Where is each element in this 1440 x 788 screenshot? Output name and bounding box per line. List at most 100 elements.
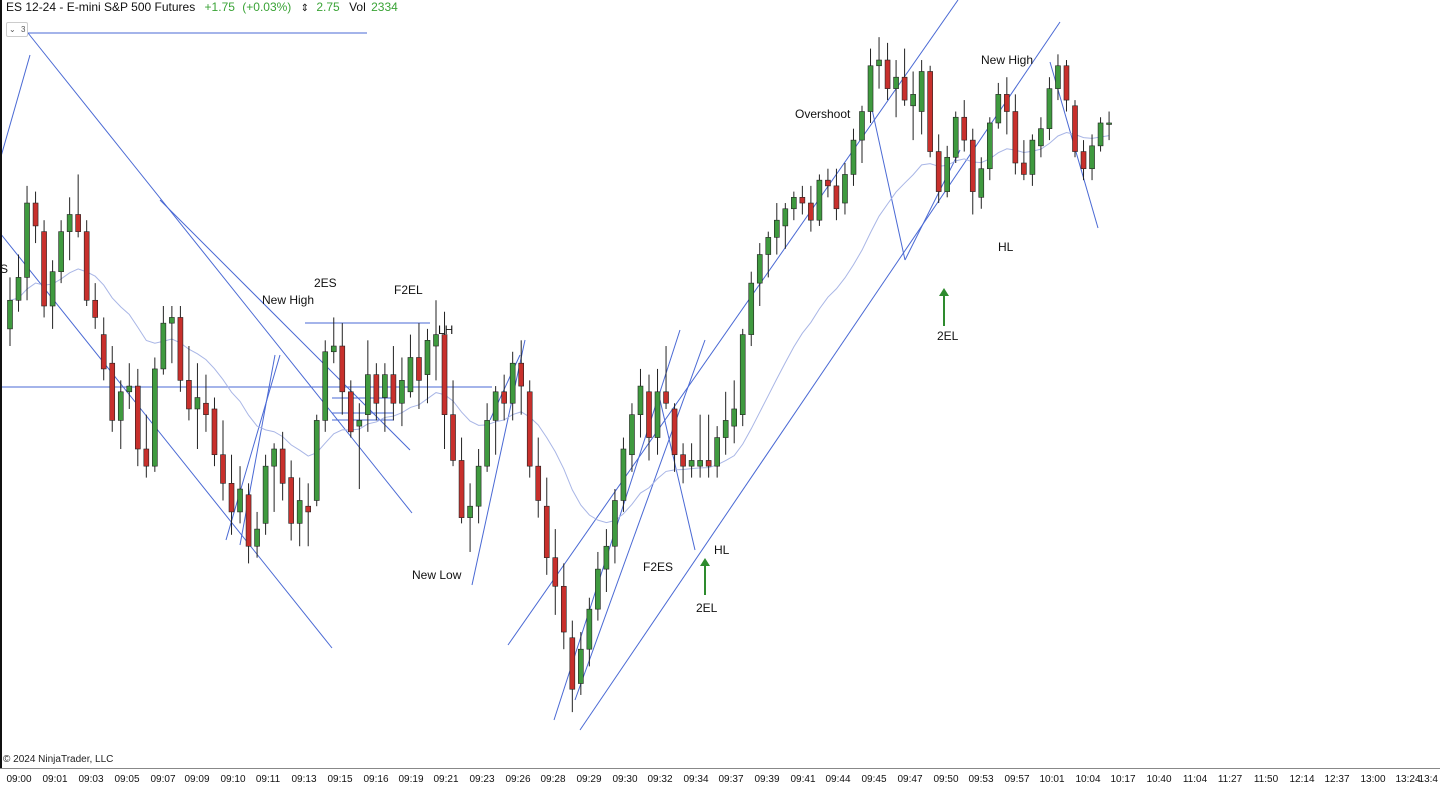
candle — [552, 529, 559, 615]
time-tick-label: 09:26 — [505, 774, 531, 785]
trendline[interactable] — [869, 99, 906, 261]
candle — [347, 380, 354, 438]
candle — [186, 346, 192, 421]
candle — [952, 111, 959, 163]
candle — [884, 42, 891, 101]
candle — [262, 454, 269, 535]
range-value: 2.75 — [316, 0, 340, 14]
annotation-f2el: F2EL — [394, 283, 423, 297]
candle — [92, 283, 98, 329]
candle — [944, 145, 951, 198]
chevron-down-icon: ⌄ — [9, 25, 16, 34]
candle — [109, 346, 116, 432]
candle — [731, 380, 738, 444]
volume-label: Vol — [349, 0, 366, 14]
candle — [296, 477, 303, 547]
candle — [688, 443, 695, 478]
candle — [399, 357, 405, 427]
trendline[interactable] — [507, 0, 959, 646]
candles — [7, 37, 1112, 713]
annotation-hl-1: HL — [714, 543, 730, 557]
trendline[interactable] — [471, 339, 526, 586]
trendline[interactable] — [0, 54, 31, 161]
candle — [808, 185, 814, 232]
candle — [739, 328, 746, 427]
time-tick-label: 09:57 — [1004, 774, 1030, 785]
candle — [859, 105, 865, 163]
candle — [1106, 111, 1112, 141]
candle — [620, 437, 627, 512]
trendline[interactable] — [659, 399, 696, 551]
time-tick-label: 09:41 — [790, 774, 816, 785]
time-tick-label: 09:16 — [363, 774, 389, 785]
candle — [416, 323, 422, 409]
candle — [680, 443, 686, 484]
annotation-overshoot: Overshoot — [795, 107, 851, 121]
trendline[interactable] — [574, 339, 706, 701]
candle — [910, 71, 916, 141]
time-tick-label: 09:07 — [150, 774, 176, 785]
candle — [969, 128, 976, 215]
copyright-text: © 2024 NinjaTrader, LLC — [3, 754, 114, 765]
time-tick-label: 10:17 — [1110, 774, 1136, 785]
time-tick-label: 12:14 — [1289, 774, 1315, 785]
trendline[interactable] — [225, 354, 281, 541]
candle — [237, 466, 243, 524]
candle — [467, 483, 473, 552]
trendline[interactable] — [579, 21, 1061, 731]
candle — [918, 60, 925, 135]
candle — [49, 260, 56, 329]
candle — [705, 414, 712, 478]
candle — [330, 317, 337, 364]
candle — [935, 134, 942, 204]
candle — [322, 340, 329, 432]
candle — [407, 334, 414, 398]
price-change-pct: (+0.03%) — [242, 0, 292, 14]
time-tick-label: 11:27 — [1217, 774, 1243, 785]
time-tick-label: 09:47 — [897, 774, 923, 785]
candle — [458, 437, 465, 524]
candle — [117, 380, 124, 449]
candle — [586, 597, 593, 667]
annotation-new-low: New Low — [412, 568, 462, 582]
candle — [578, 632, 584, 695]
candle — [66, 197, 73, 261]
candle — [279, 431, 286, 501]
candle — [509, 351, 516, 421]
candle — [75, 174, 81, 238]
time-tick-label: 10:01 — [1039, 774, 1065, 785]
candle — [390, 346, 397, 421]
annotation-2es: 2ES — [314, 276, 337, 290]
candle — [978, 157, 985, 209]
collapse-panel-button[interactable]: ⌄ 3 — [6, 22, 28, 37]
trendline[interactable] — [904, 149, 961, 261]
candle — [1029, 134, 1036, 186]
candle — [194, 363, 201, 449]
time-tick-label: 09:15 — [327, 774, 353, 785]
candle — [424, 328, 431, 404]
candle — [825, 168, 831, 198]
candle — [799, 185, 806, 215]
trendline[interactable] — [27, 32, 413, 514]
candle — [876, 37, 882, 89]
time-tick-label: 09:45 — [861, 774, 887, 785]
candle — [773, 203, 780, 255]
time-tick-label: 10:04 — [1075, 774, 1101, 785]
up-arrow-icon — [939, 288, 949, 326]
candle — [867, 48, 874, 123]
time-tick-label: 09:50 — [933, 774, 959, 785]
time-tick-label: 09:23 — [469, 774, 495, 785]
candle — [305, 483, 312, 547]
time-tick-label: 09:44 — [825, 774, 851, 785]
time-axis[interactable]: 09:00 09:01 09:03 09:05 09:07 09:09 09:10 09:11… — [0, 768, 1440, 788]
ema-line — [9, 132, 1110, 524]
candle — [450, 380, 456, 467]
annotation-hl-2: HL — [998, 240, 1014, 254]
candle — [152, 357, 158, 472]
time-tick-label: 10:40 — [1146, 774, 1172, 785]
candle — [748, 271, 755, 347]
time-tick-label: 09:21 — [433, 774, 459, 785]
candle — [612, 489, 618, 564]
panel-count: 3 — [20, 25, 26, 34]
